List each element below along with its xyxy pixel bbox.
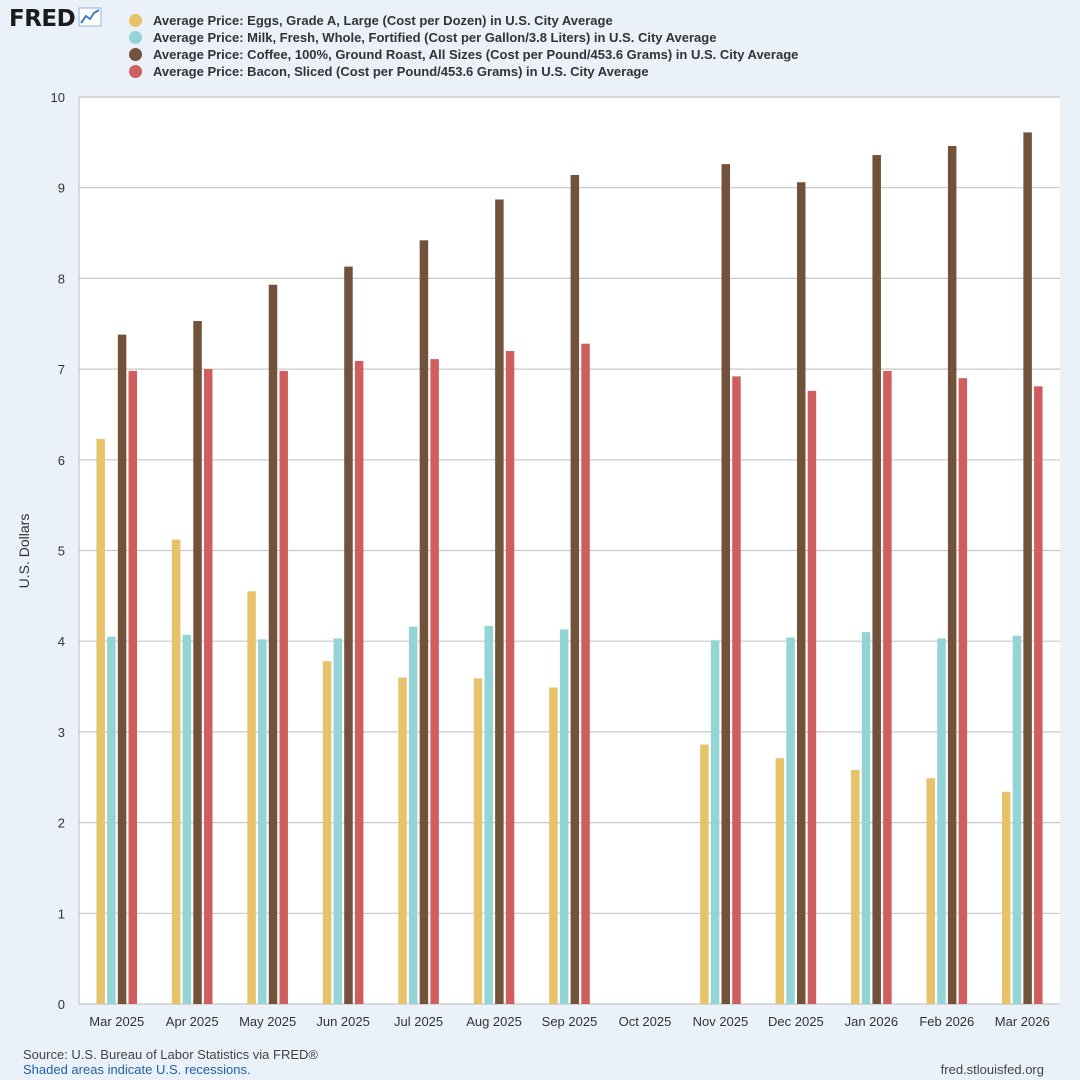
- x-tick-label: Jul 2025: [394, 1014, 443, 1029]
- y-tick-label: 2: [58, 816, 65, 831]
- bar: [182, 634, 192, 1004]
- bar: [128, 370, 138, 1004]
- bar: [268, 284, 278, 1004]
- bar: [258, 639, 267, 1004]
- x-tick-label: Sep 2025: [542, 1014, 598, 1029]
- bar: [872, 155, 881, 1005]
- chart-legend: Average Price: Eggs, Grade A, Large (Cos…: [129, 12, 798, 80]
- bar: [570, 175, 580, 1004]
- bar: [700, 744, 709, 1004]
- bar: [333, 638, 343, 1004]
- bar: [710, 640, 720, 1004]
- x-tick-label: Oct 2025: [619, 1014, 672, 1029]
- footer-source-block: Source: U.S. Bureau of Labor Statistics …: [23, 1047, 318, 1077]
- fred-logo[interactable]: FRED: [9, 6, 102, 32]
- x-tick-label: Jan 2026: [845, 1014, 899, 1029]
- y-tick-label: 6: [58, 453, 65, 468]
- bar: [96, 438, 105, 1005]
- legend-item-bacon[interactable]: Average Price: Bacon, Sliced (Cost per P…: [129, 63, 798, 80]
- bar: [193, 321, 202, 1004]
- y-tick-label: 4: [58, 634, 65, 649]
- bar: [344, 266, 353, 1004]
- x-tick-label: Apr 2025: [166, 1014, 219, 1029]
- x-tick-label: Dec 2025: [768, 1014, 824, 1029]
- bar: [851, 769, 860, 1004]
- y-tick-label: 5: [58, 544, 65, 559]
- bar-chart: 0 1 2 3 4 5 6 7 8 9 10 Mar 2025 Apr 2025 May 2025 Jun …: [51, 90, 1060, 1029]
- bar: [484, 625, 493, 1004]
- bar: [473, 678, 483, 1004]
- x-tick-label: Nov 2025: [693, 1014, 749, 1029]
- bar: [937, 638, 946, 1004]
- bar: [107, 636, 116, 1004]
- bar: [1034, 386, 1043, 1004]
- bar: [775, 758, 785, 1004]
- bar: [581, 343, 590, 1005]
- x-tick-label: Mar 2026: [995, 1014, 1050, 1029]
- y-tick-label: 0: [58, 997, 65, 1012]
- bar: [1001, 791, 1011, 1004]
- y-tick-label: 10: [51, 90, 65, 105]
- legend-dot-coffee: [129, 48, 142, 61]
- bar: [732, 376, 741, 1005]
- logo-text: FRED: [9, 6, 76, 32]
- bar: [354, 360, 364, 1004]
- x-tick-label: Mar 2025: [89, 1014, 144, 1029]
- bar: [1012, 635, 1022, 1004]
- bar: [926, 778, 936, 1004]
- bar: [786, 637, 795, 1004]
- y-tick-label: 9: [58, 181, 65, 196]
- bar: [947, 145, 957, 1004]
- bar: [505, 350, 515, 1005]
- x-tick-label: Feb 2026: [919, 1014, 974, 1029]
- bar: [861, 632, 871, 1004]
- legend-label-milk: Average Price: Milk, Fresh, Whole, Forti…: [153, 30, 717, 45]
- bar: [247, 591, 256, 1004]
- bar: [796, 182, 806, 1004]
- legend-item-milk[interactable]: Average Price: Milk, Fresh, Whole, Forti…: [129, 29, 798, 46]
- x-tick-label: May 2025: [239, 1014, 296, 1029]
- bar: [883, 370, 892, 1004]
- bar: [807, 390, 817, 1004]
- legend-dot-eggs: [129, 14, 142, 27]
- bar: [398, 677, 407, 1004]
- bar: [549, 687, 558, 1004]
- legend-item-coffee[interactable]: Average Price: Coffee, 100%, Ground Roas…: [129, 46, 798, 63]
- bar: [117, 334, 127, 1004]
- bar: [408, 626, 418, 1004]
- trend-line-icon: [78, 7, 102, 32]
- y-tick-label: 7: [58, 362, 65, 377]
- y-tick-label: 8: [58, 271, 65, 286]
- legend-label-coffee: Average Price: Coffee, 100%, Ground Roas…: [153, 47, 799, 62]
- legend-label-eggs: Average Price: Eggs, Grade A, Large (Cos…: [153, 13, 613, 28]
- legend-label-bacon: Average Price: Bacon, Sliced (Cost per P…: [153, 64, 649, 79]
- bar: [430, 359, 439, 1004]
- bar: [279, 370, 288, 1004]
- y-axis-label: U.S. Dollars: [16, 513, 32, 589]
- bar: [559, 629, 569, 1004]
- bar: [495, 199, 504, 1005]
- bar: [1023, 132, 1032, 1005]
- recession-note: Shaded areas indicate U.S. recessions.: [23, 1062, 251, 1077]
- legend-dot-milk: [129, 31, 142, 44]
- y-tick-label: 1: [58, 906, 65, 921]
- bar: [203, 369, 213, 1005]
- y-tick-label: 3: [58, 725, 65, 740]
- site-url[interactable]: fred.stlouisfed.org: [940, 1062, 1044, 1077]
- source-note: Source: U.S. Bureau of Labor Statistics …: [23, 1047, 318, 1062]
- legend-item-eggs[interactable]: Average Price: Eggs, Grade A, Large (Cos…: [129, 12, 798, 29]
- bar: [322, 661, 332, 1004]
- bar: [171, 539, 181, 1004]
- bar: [958, 378, 968, 1004]
- bar: [721, 164, 731, 1005]
- x-tick-label: Aug 2025: [466, 1014, 522, 1029]
- legend-dot-bacon: [129, 65, 142, 78]
- x-tick-label: Jun 2025: [316, 1014, 370, 1029]
- bar: [419, 240, 429, 1004]
